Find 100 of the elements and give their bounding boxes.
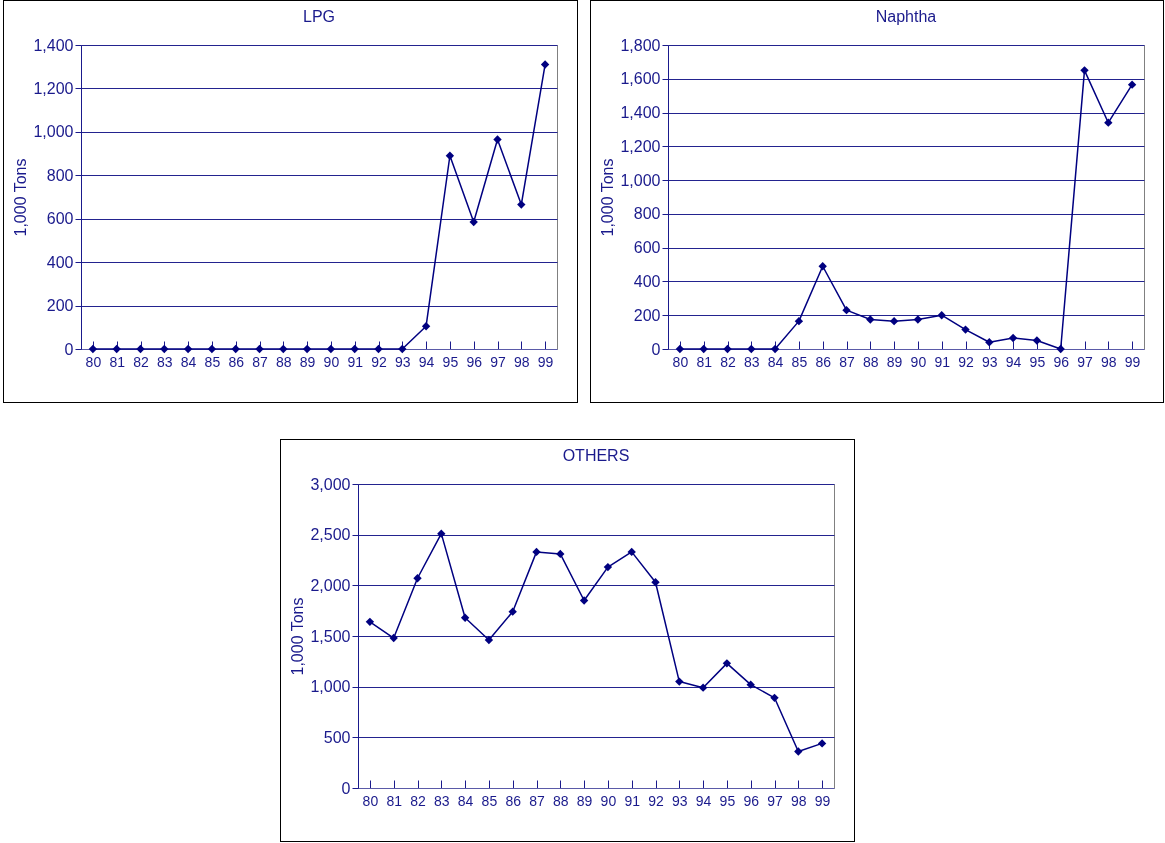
point xyxy=(651,578,660,587)
point xyxy=(445,151,455,160)
point xyxy=(675,344,685,354)
x-tick-label: 96 xyxy=(743,792,760,809)
point xyxy=(794,316,804,326)
point xyxy=(398,344,407,354)
x-tick-label: 89 xyxy=(886,353,903,370)
x-tick-label: 82 xyxy=(720,353,736,370)
y-tick-label: 600 xyxy=(46,210,74,228)
x-tick-label: 98 xyxy=(514,353,530,370)
point xyxy=(747,344,756,354)
y-tick-label: 1,000 xyxy=(33,123,74,141)
x-tick-label: 84 xyxy=(767,353,784,370)
point xyxy=(937,311,946,320)
x-tick-label: 90 xyxy=(600,792,617,809)
x-tick-label: 81 xyxy=(109,353,126,370)
point xyxy=(460,613,470,622)
x-tick-label: 91 xyxy=(624,792,641,809)
y-axis-title: 1,000 Tons xyxy=(12,158,30,237)
point xyxy=(770,344,780,354)
x-tick-label: 90 xyxy=(910,353,927,370)
point xyxy=(1127,80,1137,89)
x-tick-label: 92 xyxy=(648,792,664,809)
point xyxy=(699,344,708,354)
x-tick-label: 95 xyxy=(442,353,459,370)
point xyxy=(136,344,145,354)
y-tick-label: 1,800 xyxy=(620,36,661,54)
x-tick-label: 98 xyxy=(1101,353,1117,370)
y-tick-label: 1,400 xyxy=(620,104,661,122)
y-tick-label: 2,000 xyxy=(310,576,351,594)
x-tick-label: 97 xyxy=(490,353,506,370)
point xyxy=(603,562,613,572)
point xyxy=(698,683,708,692)
x-tick-label: 80 xyxy=(85,353,102,370)
x-tick-label: 81 xyxy=(696,353,713,370)
x-tick-label: 85 xyxy=(204,353,221,370)
y-tick-label: 200 xyxy=(46,297,74,315)
x-tick-label: 94 xyxy=(418,353,435,370)
point xyxy=(517,200,526,209)
point xyxy=(579,596,589,605)
point xyxy=(723,344,732,354)
y-tick-label: 800 xyxy=(633,205,661,223)
point xyxy=(627,547,636,557)
x-tick-label: 89 xyxy=(576,792,593,809)
x-tick-label: 94 xyxy=(1005,353,1022,370)
point xyxy=(794,747,803,756)
x-tick-label: 92 xyxy=(371,353,387,370)
x-tick-label: 85 xyxy=(481,792,498,809)
point xyxy=(326,344,336,354)
y-tick-label: 600 xyxy=(633,239,661,257)
point xyxy=(817,739,827,748)
x-tick-label: 91 xyxy=(934,353,951,370)
point xyxy=(207,344,217,354)
y-tick-label: 1,200 xyxy=(33,79,74,97)
x-tick-label: 99 xyxy=(1124,353,1141,370)
point xyxy=(1008,333,1018,343)
y-tick-label: 1,400 xyxy=(33,36,74,54)
y-tick-label: 1,200 xyxy=(620,137,661,155)
x-tick-label: 95 xyxy=(1029,353,1046,370)
y-tick-label: 1,500 xyxy=(310,627,351,645)
x-tick-label: 87 xyxy=(839,353,855,370)
y-tick-label: 200 xyxy=(633,306,661,324)
point xyxy=(421,322,431,331)
y-tick-label: 0 xyxy=(341,779,351,797)
point xyxy=(112,344,121,354)
point xyxy=(961,325,970,334)
point xyxy=(484,635,494,645)
point xyxy=(818,262,827,271)
point xyxy=(437,529,446,538)
x-tick-label: 86 xyxy=(815,353,832,370)
x-tick-label: 87 xyxy=(529,792,545,809)
x-tick-label: 94 xyxy=(695,792,712,809)
y-tick-label: 1,000 xyxy=(620,171,661,189)
y-tick-label: 500 xyxy=(323,728,351,746)
point xyxy=(183,344,193,354)
y-tick-label: 400 xyxy=(633,272,661,290)
x-tick-label: 81 xyxy=(386,792,403,809)
x-tick-label: 84 xyxy=(457,792,474,809)
x-tick-label: 88 xyxy=(863,353,879,370)
x-tick-label: 90 xyxy=(323,353,340,370)
x-tick-label: 82 xyxy=(410,792,426,809)
x-tick-label: 85 xyxy=(791,353,808,370)
y-tick-label: 400 xyxy=(46,253,74,271)
point xyxy=(746,680,755,689)
point xyxy=(722,659,732,668)
point xyxy=(540,60,550,69)
chart-title: LPG xyxy=(302,8,336,25)
point xyxy=(469,217,478,227)
point xyxy=(675,677,684,686)
x-tick-label: 89 xyxy=(299,353,316,370)
chart-title: Naphtha xyxy=(875,8,937,25)
point xyxy=(88,344,98,354)
point xyxy=(866,315,875,324)
point xyxy=(302,344,312,354)
x-tick-label: 83 xyxy=(744,353,760,370)
point xyxy=(413,574,422,583)
point xyxy=(389,633,398,643)
x-tick-label: 96 xyxy=(1053,353,1070,370)
point xyxy=(255,344,264,354)
point xyxy=(913,315,923,324)
